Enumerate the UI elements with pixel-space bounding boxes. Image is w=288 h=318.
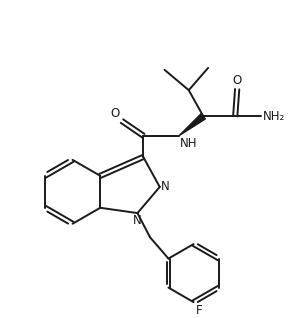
Text: F: F bbox=[196, 304, 202, 317]
Text: NH₂: NH₂ bbox=[263, 110, 285, 123]
Text: O: O bbox=[232, 74, 242, 87]
Text: N: N bbox=[161, 180, 169, 193]
Text: N: N bbox=[133, 214, 142, 227]
Text: NH: NH bbox=[180, 137, 198, 149]
Text: O: O bbox=[111, 107, 120, 120]
Polygon shape bbox=[179, 114, 205, 136]
